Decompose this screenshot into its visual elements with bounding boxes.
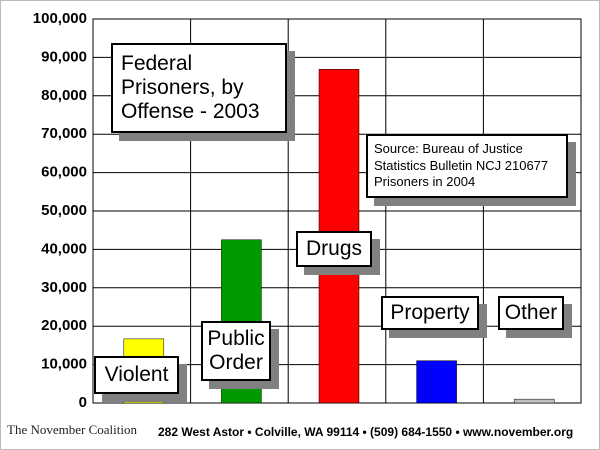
bar: [416, 360, 457, 404]
category-label: Violent: [94, 356, 179, 394]
y-tick-label: 80,000: [41, 87, 87, 104]
category-label: Other: [498, 296, 564, 330]
logo: The November Coalition: [7, 422, 137, 437]
y-tick-label: 0: [79, 394, 87, 411]
category-label: Property: [381, 296, 479, 330]
y-tick-label: 70,000: [41, 125, 87, 142]
y-tick-label: 50,000: [41, 202, 87, 219]
chart-title: Federal Prisoners, by Offense - 2003: [111, 43, 287, 133]
y-tick-label: 90,000: [41, 48, 87, 65]
y-tick-label: 60,000: [41, 164, 87, 181]
category-label: Public Order: [201, 321, 271, 381]
y-tick-label: 100,000: [33, 10, 87, 27]
category-label: Drugs: [296, 231, 372, 267]
y-tick-label: 40,000: [41, 240, 87, 257]
bar: [513, 398, 555, 404]
footer-text: 282 West Astor • Colville, WA 99114 • (5…: [158, 425, 574, 439]
y-tick-label: 30,000: [41, 279, 87, 296]
source-note: Source: Bureau of Justice Statistics Bul…: [366, 134, 568, 198]
y-tick-label: 20,000: [41, 317, 87, 334]
y-tick-label: 10,000: [41, 356, 87, 373]
